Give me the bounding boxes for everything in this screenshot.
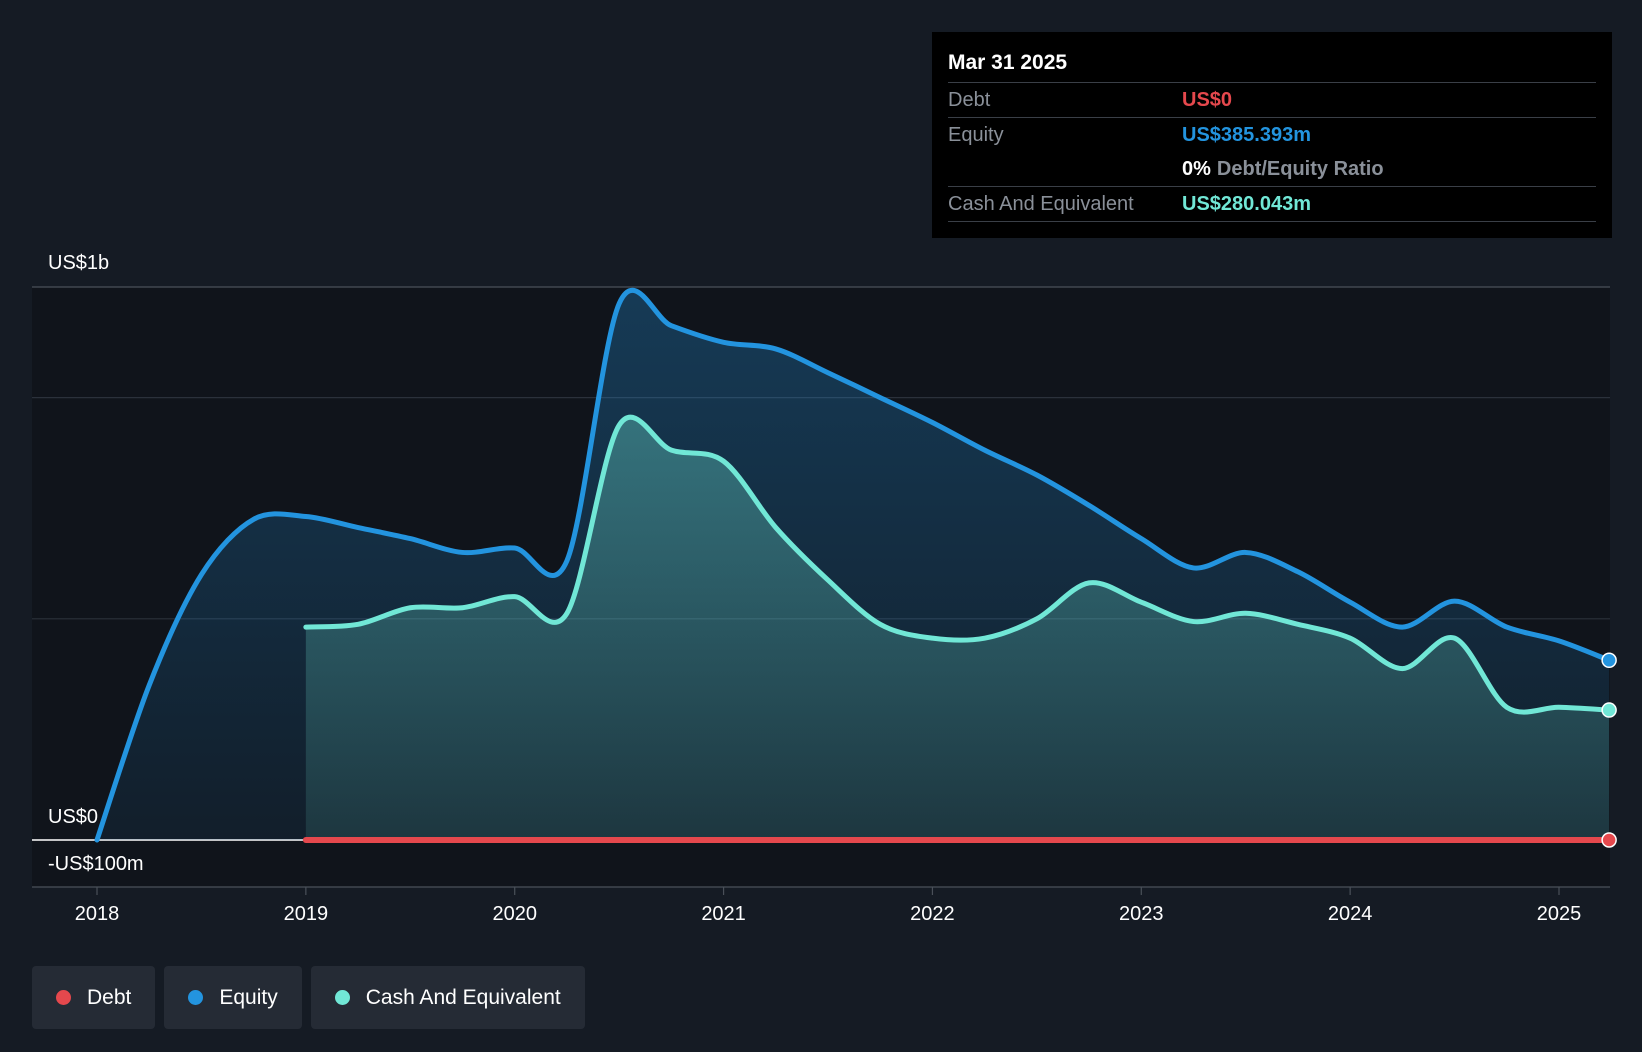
equity-end-marker[interactable]	[1601, 652, 1617, 669]
legend-dot-icon	[334, 990, 350, 1005]
tooltip-debt-row: Debt US$0	[948, 82, 1596, 117]
tooltip-date: Mar 31 2025	[948, 51, 1068, 74]
cash-and-equivalent-line	[303, 414, 1612, 715]
x-tick-label-2022: 2022	[910, 903, 955, 925]
tooltip-equity-row: Equity US$385.393m	[948, 117, 1596, 152]
x-tick-label-2025: 2025	[1537, 903, 1582, 925]
legend-item-debt[interactable]: Debt	[32, 966, 156, 1029]
legend-label-cash: Cash And Equivalent	[365, 985, 561, 1009]
x-tick-label-2018: 2018	[75, 903, 120, 925]
legend-item-equity[interactable]: Equity	[164, 966, 302, 1029]
tooltip-panel: Mar 31 2025 Debt US$0 Equity US$385.393m…	[932, 32, 1612, 238]
y-label-zero: US$0	[48, 806, 98, 828]
y-label-bottom: -US$100m	[48, 853, 144, 875]
x-tick-label-2023: 2023	[1119, 903, 1164, 925]
x-tick-label-2021: 2021	[701, 903, 746, 925]
tooltip-equity-label: Equity	[948, 123, 1004, 146]
x-tick-label-2019: 2019	[284, 903, 329, 925]
tooltip-cash-row: Cash And Equivalent US$280.043m	[948, 186, 1596, 222]
equity-line	[94, 287, 1612, 843]
legend-item-cash[interactable]: Cash And Equivalent	[310, 966, 585, 1029]
debt-end-marker[interactable]	[1601, 832, 1617, 848]
tooltip-ratio-row: 0% Debt/Equity Ratio	[948, 152, 1596, 186]
tooltip-ratio-label: Debt/Equity Ratio	[1216, 157, 1384, 180]
legend-label-equity: Equity	[219, 985, 278, 1009]
cash-and-equivalent-area	[305, 417, 1610, 840]
tooltip-equity-value: US$385.393m	[1182, 123, 1311, 146]
legend-label-debt: Debt	[87, 985, 132, 1009]
y-label-top: US$1b	[48, 252, 109, 274]
legend: Debt Equity Cash And Equivalent	[32, 966, 585, 1029]
tooltip-cash-label: Cash And Equivalent	[948, 192, 1134, 215]
x-tick-label-2020: 2020	[492, 903, 537, 925]
tooltip-debt-value: US$0	[1182, 88, 1233, 111]
cash-and-equivalent-end-marker[interactable]	[1601, 702, 1617, 718]
legend-dot-icon	[56, 990, 71, 1005]
tooltip-debt-label: Debt	[948, 88, 991, 111]
x-tick-label-2024: 2024	[1328, 903, 1373, 925]
legend-dot-icon	[188, 990, 204, 1005]
tooltip-cash-value: US$280.043m	[1182, 192, 1311, 215]
tooltip-ratio-value: 0%	[1182, 157, 1211, 180]
